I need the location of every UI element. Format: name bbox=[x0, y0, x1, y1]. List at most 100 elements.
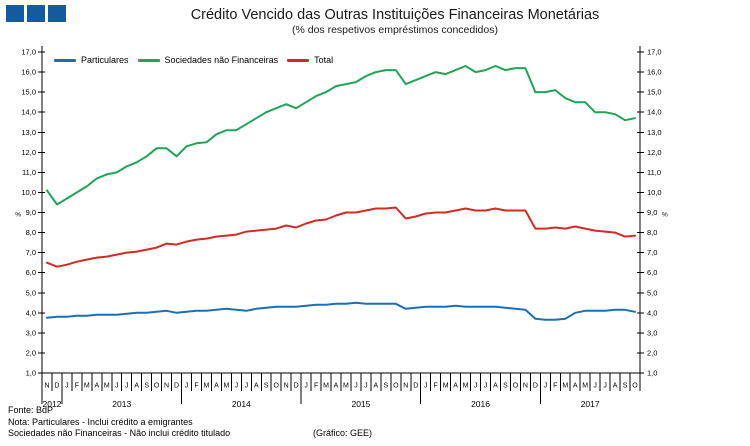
month-label: O bbox=[632, 383, 638, 390]
y-tick-label-left: 6,0 bbox=[26, 268, 36, 277]
y-tick-label-left: 14,0 bbox=[21, 108, 36, 117]
month-label: A bbox=[254, 383, 259, 390]
series-line-sociedades-nao-financeiras bbox=[46, 65, 636, 206]
y-tick-label-right: 12,0 bbox=[647, 148, 662, 157]
y-tick-label-right: 5,0 bbox=[647, 288, 657, 297]
month-label: N bbox=[164, 383, 169, 390]
y-tick-label-right: 2,0 bbox=[647, 348, 657, 357]
y-tick-label-left: 3,0 bbox=[26, 328, 36, 337]
chart-legend: Particulares Sociedades não Financeiras To… bbox=[54, 55, 333, 65]
month-label: J bbox=[125, 383, 129, 390]
month-label: F bbox=[553, 383, 557, 390]
month-label: M bbox=[562, 383, 568, 390]
month-label: F bbox=[314, 383, 318, 390]
month-label: O bbox=[513, 383, 519, 390]
month-label: J bbox=[544, 383, 548, 390]
month-label: A bbox=[94, 383, 99, 390]
month-label: M bbox=[84, 383, 90, 390]
month-label: J bbox=[304, 383, 308, 390]
y-tick-label-left: 12,0 bbox=[21, 148, 36, 157]
legend-line-icon bbox=[54, 58, 76, 62]
month-label: D bbox=[294, 383, 299, 390]
legend-item-particulares: Particulares bbox=[54, 55, 129, 65]
month-label: S bbox=[264, 383, 269, 390]
series-line-total bbox=[46, 206, 636, 268]
logo-square-icon bbox=[6, 5, 24, 22]
year-label: 2014 bbox=[232, 399, 251, 409]
logo bbox=[6, 5, 66, 22]
y-tick-label-left: 5,0 bbox=[26, 288, 36, 297]
source-note: Fonte: BdP bbox=[8, 405, 54, 415]
month-label: A bbox=[214, 383, 219, 390]
legend-line-icon bbox=[137, 58, 160, 62]
month-label: J bbox=[593, 383, 597, 390]
month-label: N bbox=[44, 383, 49, 390]
y-axis-unit-right: % bbox=[662, 212, 668, 219]
month-label: M bbox=[582, 383, 588, 390]
footnote-line-2: Sociedades não Financeiras - Não inclui … bbox=[8, 428, 231, 438]
y-tick-label-right: 7,0 bbox=[647, 248, 657, 257]
y-tick-label-left: 17,0 bbox=[21, 48, 36, 57]
logo-square-icon bbox=[27, 5, 45, 22]
month-label: F bbox=[434, 383, 438, 390]
y-tick-label-right: 15,0 bbox=[647, 88, 662, 97]
month-label: M bbox=[343, 383, 349, 390]
legend-line-icon bbox=[287, 58, 310, 62]
legend-label: Particulares bbox=[81, 55, 129, 65]
chart-subtitle: (% dos respetivos empréstimos concedidos… bbox=[291, 24, 498, 36]
month-label: S bbox=[384, 383, 389, 390]
month-label: J bbox=[65, 383, 69, 390]
y-tick-label-left: 11,0 bbox=[22, 168, 36, 177]
y-tick-label-right: 11,0 bbox=[647, 168, 661, 177]
month-label: J bbox=[185, 383, 189, 390]
legend-label: Total bbox=[314, 55, 334, 65]
y-tick-label-right: 9,0 bbox=[647, 208, 657, 217]
series-line-particulares bbox=[46, 301, 636, 321]
month-label: A bbox=[573, 383, 578, 390]
graphic-credit: (Gráfico: GEE) bbox=[313, 428, 373, 438]
y-tick-label-left: 10,0 bbox=[21, 188, 36, 197]
y-tick-label-left: 13,0 bbox=[21, 128, 36, 137]
legend-item-total: Total bbox=[287, 55, 333, 65]
month-label: J bbox=[424, 383, 428, 390]
month-label: M bbox=[223, 383, 229, 390]
month-label: J bbox=[603, 383, 607, 390]
y-tick-label-right: 10,0 bbox=[647, 188, 662, 197]
y-tick-label-right: 14,0 bbox=[647, 108, 662, 117]
month-label: M bbox=[104, 383, 110, 390]
logo-square-icon bbox=[48, 5, 66, 22]
month-label: M bbox=[323, 383, 329, 390]
month-label: F bbox=[75, 383, 79, 390]
y-tick-label-right: 1,0 bbox=[647, 369, 657, 378]
y-tick-label-left: 4,0 bbox=[26, 308, 36, 317]
y-tick-label-right: 17,0 bbox=[647, 48, 662, 57]
month-label: S bbox=[623, 383, 628, 390]
y-tick-label-left: 8,0 bbox=[26, 228, 36, 237]
month-label: N bbox=[284, 383, 289, 390]
month-label: M bbox=[463, 383, 469, 390]
year-label: 2015 bbox=[351, 399, 370, 409]
month-label: F bbox=[194, 383, 198, 390]
month-label: J bbox=[354, 383, 358, 390]
month-label: A bbox=[493, 383, 498, 390]
chart-title: Crédito Vencido das Outras Instituições … bbox=[190, 7, 600, 23]
month-label: O bbox=[273, 383, 279, 390]
month-label: J bbox=[235, 383, 239, 390]
year-label: 2017 bbox=[581, 399, 600, 409]
year-label: 2013 bbox=[112, 399, 131, 409]
y-tick-label-right: 16,0 bbox=[647, 68, 662, 77]
month-label: N bbox=[523, 383, 528, 390]
month-label: J bbox=[115, 383, 119, 390]
month-label: D bbox=[533, 383, 538, 390]
y-tick-label-right: 13,0 bbox=[647, 128, 662, 137]
month-label: J bbox=[474, 383, 478, 390]
y-tick-label-left: 15,0 bbox=[21, 88, 36, 97]
month-label: O bbox=[393, 383, 399, 390]
y-tick-label-left: 1,0 bbox=[26, 369, 36, 378]
y-tick-label-left: 16,0 bbox=[21, 68, 36, 77]
year-label: 2012 bbox=[43, 399, 62, 409]
month-label: D bbox=[413, 383, 418, 390]
month-label: A bbox=[613, 383, 618, 390]
month-label: A bbox=[134, 383, 139, 390]
